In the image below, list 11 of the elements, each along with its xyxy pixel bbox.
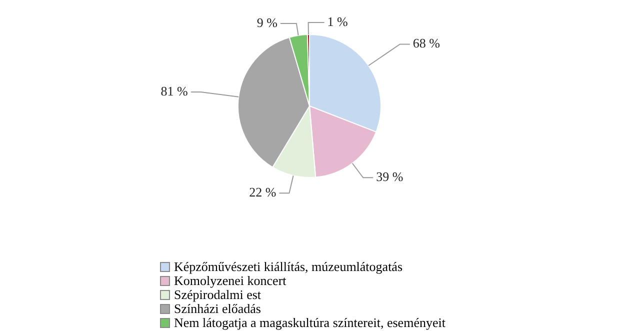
data-label: 9 % xyxy=(256,14,278,30)
data-label: 68 % xyxy=(412,36,440,51)
legend-label: Szépirodalmi est xyxy=(174,287,262,302)
data-label: 22 % xyxy=(249,184,276,200)
legend-label: Színházi előadás xyxy=(174,301,261,316)
data-label: 39 % xyxy=(376,169,404,184)
data-label: 1 % xyxy=(327,14,348,29)
data-label: 81 % xyxy=(160,83,188,98)
legend-label: Nem látogatja a magaskultúra színtereit, eseményeit xyxy=(174,315,446,330)
legend-label: Képzőművészeti kiállítás, múzeumlátogatás xyxy=(174,259,403,274)
legend-label: Komolyzenei koncert xyxy=(174,273,286,288)
